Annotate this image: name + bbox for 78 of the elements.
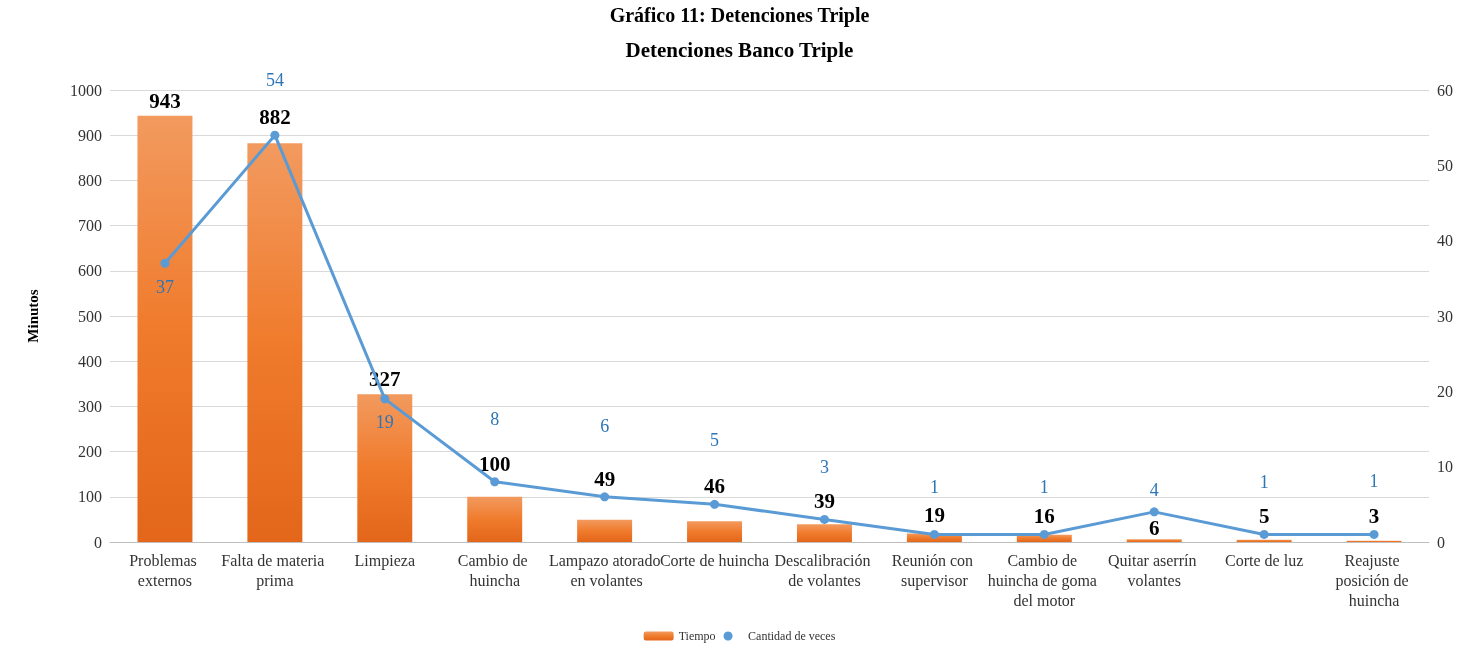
bar (1126, 539, 1182, 542)
point (1259, 529, 1269, 539)
y-tick-label: 500 (78, 307, 102, 325)
y2-tick-label: 30 (1437, 307, 1453, 325)
x-tick-label: Lampazo atorado en volantes (548, 551, 661, 589)
y2-tick-label: 10 (1437, 458, 1453, 476)
point (819, 514, 829, 524)
y-tick-label: 1000 (70, 81, 102, 99)
x-tick-label: Corte de huincha (659, 551, 770, 569)
x-tick-label: Descalibración de volantes (774, 551, 875, 589)
bar (467, 496, 523, 542)
y-tick-label: 800 (78, 171, 102, 189)
data-label: 3 (1368, 504, 1380, 529)
bar (796, 524, 852, 542)
y-tick-label: 100 (78, 488, 102, 506)
bar (687, 521, 743, 542)
x-tick-label: Corte de luz (1225, 551, 1304, 569)
point (160, 258, 170, 268)
point (600, 492, 610, 502)
x-tick-label: Falta de materia prima (221, 551, 329, 590)
data-label: 16 (1033, 504, 1055, 529)
point (380, 394, 390, 404)
data-label: 49 (594, 466, 616, 491)
y-tick-label: 400 (78, 352, 102, 370)
point (1149, 507, 1159, 517)
y2-tick-label: 50 (1437, 156, 1453, 174)
data-label: 1 (1369, 470, 1379, 491)
data-label: 37 (155, 276, 174, 297)
chart-title: Gráfico 11: Detenciones Triple (609, 4, 870, 27)
data-label: 19 (375, 412, 394, 433)
bar (357, 394, 413, 542)
x-tick-label: Reajuste posición de huincha (1335, 551, 1413, 609)
data-label: 5 (1258, 504, 1270, 529)
data-label: 943 (149, 88, 181, 113)
data-label: 46 (704, 474, 726, 499)
point (710, 499, 720, 509)
data-label: 5 (710, 429, 720, 450)
data-label: 1 (1259, 471, 1269, 492)
data-label: 3 (819, 456, 829, 477)
y-tick-label: 300 (78, 397, 102, 415)
y-tick-label: 900 (78, 126, 102, 144)
x-tick-label: Cambio de huincha (457, 551, 532, 589)
point (490, 477, 500, 487)
data-label: 4 (1149, 480, 1159, 501)
point (1369, 529, 1379, 539)
y2-tick-label: 40 (1437, 232, 1453, 250)
x-tick-label: Cambio de huincha de goma del motor (987, 551, 1101, 609)
data-label: 6 (600, 416, 610, 437)
y-tick-label: 0 (94, 533, 102, 551)
point (1039, 529, 1049, 539)
data-label: 882 (259, 105, 291, 130)
point (270, 130, 280, 140)
data-label: 6 (1148, 516, 1160, 541)
bar (247, 143, 303, 542)
data-label: 1 (929, 476, 939, 497)
y-tick-label: 700 (78, 217, 102, 235)
bar (137, 115, 193, 542)
data-label: 100 (478, 451, 511, 476)
y-tick-label: 600 (78, 262, 102, 280)
chart-subtitle: Detenciones Banco Triple (625, 37, 854, 62)
data-label: 19 (923, 503, 945, 528)
x-tick-label: Limpieza (354, 551, 415, 570)
y-axis-title: Minutos (24, 289, 41, 343)
y2-tick-label: 60 (1437, 81, 1453, 99)
y-tick-label: 200 (78, 443, 102, 461)
bar (577, 519, 633, 542)
data-label: 8 (490, 409, 500, 430)
x-tick-label: Reunión con supervisor (891, 551, 978, 590)
legend-label: Cantidad de veces (748, 629, 836, 643)
y2-tick-label: 20 (1437, 382, 1453, 400)
x-tick-label: Problemas externos (129, 551, 201, 589)
data-label: 54 (265, 69, 284, 90)
data-label: 1 (1039, 476, 1049, 497)
legend-label: Tiempo (678, 629, 716, 643)
y2-tick-label: 0 (1437, 533, 1445, 551)
x-tick-label: Quitar aserrín volantes (1108, 551, 1201, 589)
data-label: 39 (813, 489, 835, 514)
point (929, 529, 939, 539)
